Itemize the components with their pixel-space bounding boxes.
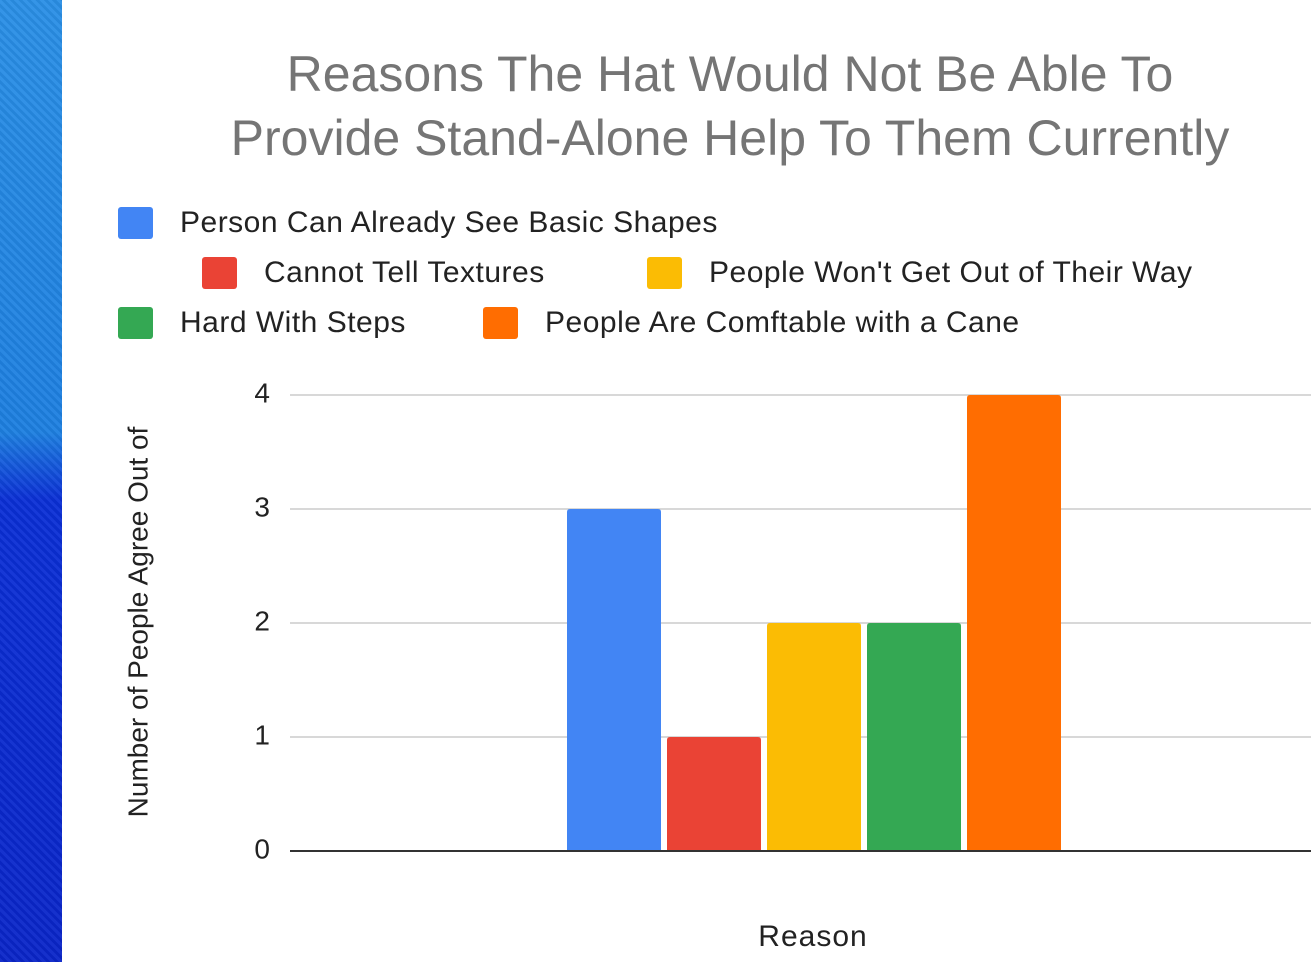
bar: [967, 395, 1061, 851]
chart-title: Reasons The Hat Would Not Be Able To Pro…: [100, 42, 1311, 170]
y-tick-label: 3: [254, 491, 270, 522]
bar: [867, 623, 961, 851]
y-tick-label: 0: [254, 833, 270, 864]
y-axis-label: Number of People Agree Out of: [122, 426, 153, 817]
y-tick-label: 2: [254, 605, 270, 636]
bar: [567, 509, 661, 851]
y-tick-label: 4: [254, 377, 270, 408]
bar: [767, 623, 861, 851]
background-image-strip: [0, 0, 62, 962]
y-tick-label: 1: [254, 719, 270, 750]
chart-title-line-2: Provide Stand-Alone Help To Them Current…: [230, 110, 1230, 166]
bar: [667, 737, 761, 851]
chart-title-line-1: Reasons The Hat Would Not Be Able To: [286, 46, 1174, 102]
x-axis-label: Reason: [758, 920, 867, 953]
